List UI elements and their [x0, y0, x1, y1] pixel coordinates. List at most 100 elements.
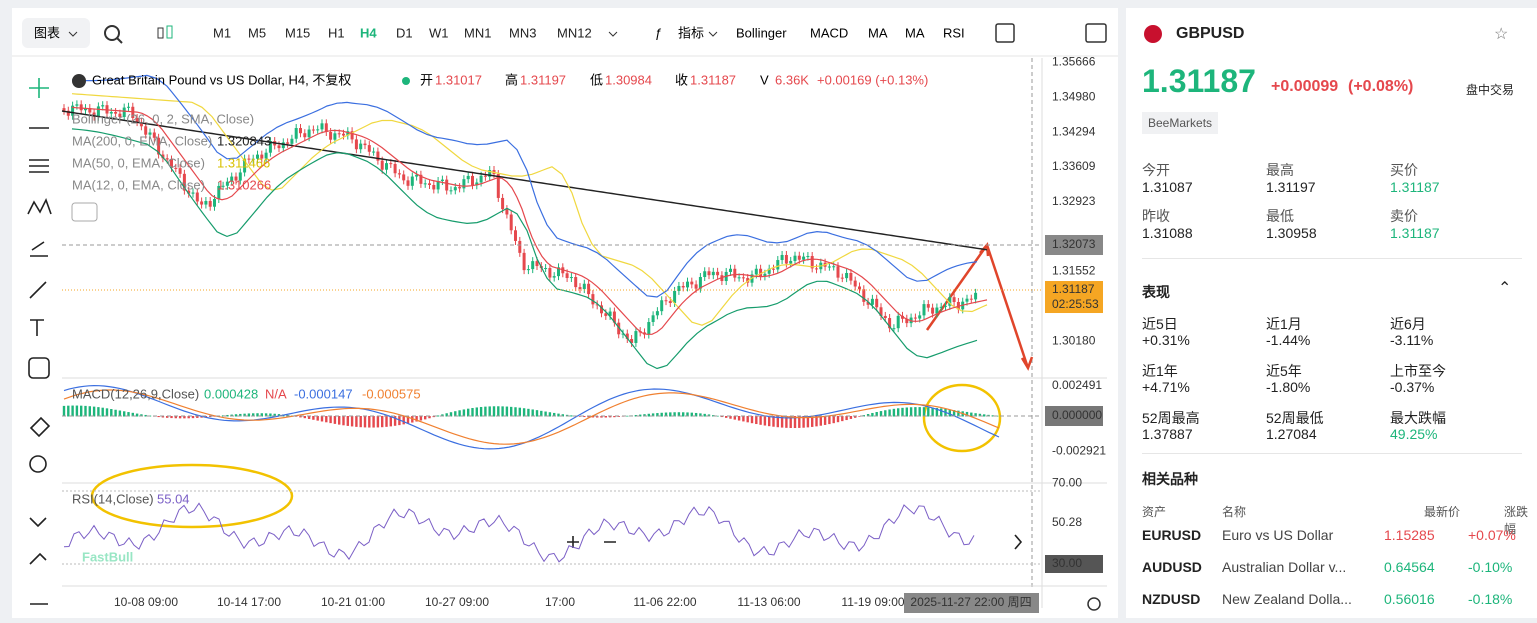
macd-histogram	[97, 407, 100, 417]
candle-body	[926, 304, 930, 308]
candle-body	[845, 272, 849, 279]
ma50-line	[71, 93, 988, 326]
timeframe-button[interactable]: M15	[285, 25, 310, 40]
candle-body	[234, 176, 238, 181]
zoom-buttons[interactable]	[567, 536, 616, 548]
timeframe-button[interactable]: M5	[248, 25, 266, 40]
chart-menu-label[interactable]: 图表	[34, 25, 60, 40]
settings-icon[interactable]	[1087, 597, 1101, 611]
macd-histogram	[333, 416, 337, 424]
macd-histogram	[991, 415, 994, 417]
candle-body	[608, 311, 612, 316]
live-dot	[402, 77, 410, 85]
macd-histogram	[750, 416, 754, 424]
lock-tool[interactable]	[29, 552, 47, 565]
dropdown-icon	[68, 31, 78, 37]
layout-icon[interactable]	[995, 23, 1015, 43]
candle-body	[380, 160, 384, 170]
candle-body	[372, 151, 376, 153]
zoom-tool[interactable]	[29, 455, 47, 473]
magnet-tool[interactable]	[29, 517, 47, 528]
macd-histogram	[548, 412, 552, 417]
macd-histogram	[677, 412, 681, 417]
macd-histogram	[144, 414, 147, 417]
scroll-right[interactable]	[1014, 534, 1023, 550]
emoji-tool[interactable]	[28, 357, 50, 379]
timeframe-button[interactable]: MN12	[557, 25, 592, 40]
asset-name: Australian Dollar v...	[1222, 559, 1347, 575]
macd-histogram	[140, 414, 143, 417]
countdown: 02:25:53	[1052, 297, 1099, 311]
macd-histogram	[355, 416, 358, 427]
candle-body	[548, 268, 552, 278]
symbol: GBPUSD	[1176, 25, 1245, 42]
projection-tool[interactable]	[30, 241, 48, 257]
bollinger-upper	[71, 74, 978, 298]
timeframe-button[interactable]: D1	[396, 25, 413, 40]
macd-histogram	[127, 412, 130, 417]
indicator-menu[interactable]: 指标	[678, 25, 704, 40]
macd-histogram	[501, 406, 504, 417]
macd-histogram	[604, 416, 607, 418]
macd-histogram	[350, 416, 354, 427]
perf-value: -0.37%	[1390, 379, 1435, 395]
macd-histogram	[312, 416, 315, 420]
indicator-button[interactable]: MA	[905, 25, 925, 40]
perf-label: 近5日	[1142, 316, 1178, 332]
table-header: 涨跌幅	[1504, 505, 1529, 536]
macd-histogram	[492, 406, 496, 417]
indicator-button[interactable]: MA	[868, 25, 888, 40]
timeframe-button[interactable]: H1	[328, 25, 345, 40]
overlay-value: 1.320843	[217, 133, 271, 148]
candle-type-icon	[166, 25, 173, 39]
macd-histogram	[901, 407, 904, 417]
macd-histogram	[174, 416, 177, 419]
timeframe-button[interactable]: M1	[213, 25, 231, 40]
macd-histogram	[759, 416, 762, 425]
macd-histogram	[75, 405, 79, 417]
macd-histogram	[518, 407, 521, 417]
timeframe-button[interactable]: MN1	[464, 25, 491, 40]
channel-tool[interactable]	[29, 159, 49, 173]
candle-body	[71, 105, 75, 116]
indicator-button[interactable]: Bollinger	[736, 25, 787, 40]
macd-histogram	[385, 416, 388, 427]
macd-histogram	[505, 406, 509, 417]
chart-menu[interactable]	[22, 18, 90, 48]
candle-body	[587, 283, 591, 295]
fullscreen-icon[interactable]	[1085, 23, 1107, 43]
ohlc-value: 1.30984	[605, 72, 652, 87]
macd-histogram	[226, 414, 229, 417]
candle-type-icon[interactable]	[157, 27, 164, 39]
macd-histogram	[432, 416, 435, 418]
candle-body	[213, 199, 216, 207]
perf-value: +4.71%	[1142, 379, 1190, 395]
macd-histogram	[918, 407, 921, 417]
indicator-button[interactable]: RSI	[943, 25, 965, 40]
crosshair-tool[interactable]	[29, 78, 49, 98]
measure-tool[interactable]	[29, 416, 51, 438]
macd-histogram	[587, 416, 590, 418]
candle-body	[92, 112, 96, 117]
pattern-tool[interactable]	[27, 197, 52, 215]
indicator-button[interactable]: MACD	[810, 25, 848, 40]
macd-histogram	[183, 416, 186, 419]
candle-body	[281, 142, 285, 149]
macd-histogram	[725, 416, 728, 418]
timeframe-button[interactable]: MN3	[509, 25, 536, 40]
brush-tool[interactable]	[29, 281, 47, 299]
price-tick-label: 1.34294	[1052, 124, 1096, 138]
timeframe-button[interactable]: W1	[429, 25, 449, 40]
candle-body	[376, 151, 380, 161]
text-tool[interactable]	[30, 319, 44, 336]
candle-body	[88, 108, 92, 113]
perf-value: -3.11%	[1390, 332, 1434, 348]
rsi-tick-label: 70.00	[1052, 475, 1082, 489]
candle-body	[299, 128, 302, 134]
timeframe-button[interactable]: H4	[360, 25, 377, 40]
fx-icon: ƒ	[655, 25, 662, 40]
candle-body	[208, 200, 212, 207]
search-icon[interactable]	[104, 25, 120, 41]
candle-body	[135, 118, 139, 123]
collapse-button[interactable]	[71, 202, 98, 222]
